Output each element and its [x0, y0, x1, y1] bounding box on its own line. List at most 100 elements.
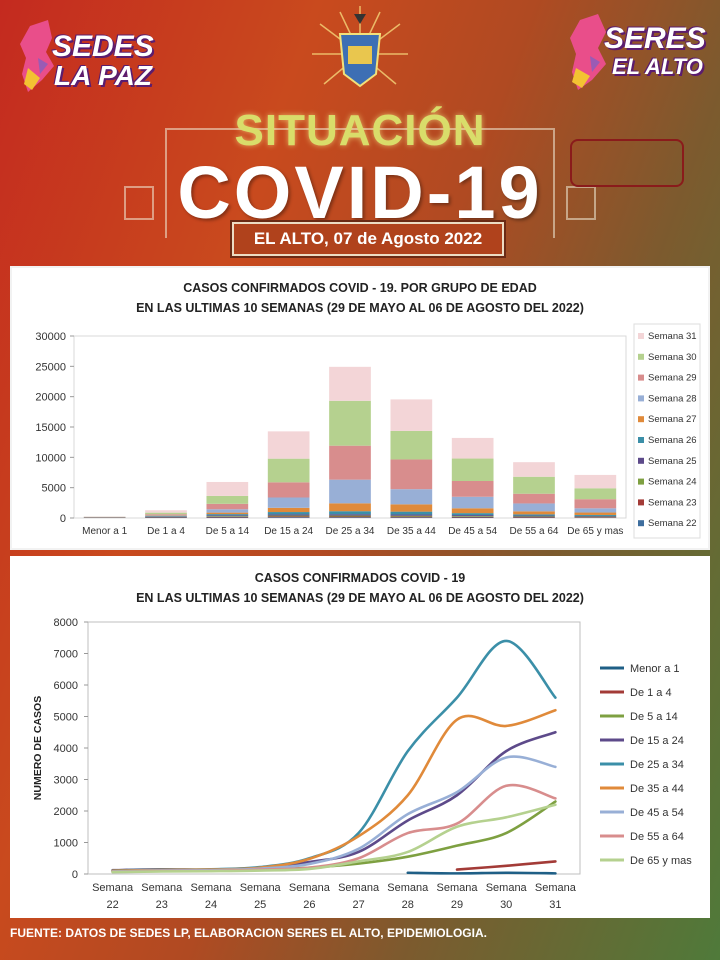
bar-segment	[574, 488, 617, 500]
legend-swatch	[638, 353, 644, 360]
bar-segment	[390, 430, 433, 460]
bar-segment	[267, 517, 310, 518]
series-line	[111, 800, 557, 873]
y-tick-label: 15000	[35, 422, 66, 434]
bar-segment	[267, 507, 310, 513]
y-tick-label: 1000	[54, 838, 78, 850]
bar-segment	[329, 516, 371, 518]
line-chart: 0 1000 2000 3000 4000 5000 6000 7000 8000 NUMERO …	[32, 617, 692, 911]
bar-segment	[574, 499, 617, 509]
bar-segment	[267, 512, 310, 515]
bar-segment	[206, 509, 249, 513]
x-tick-label: Menor a 1	[82, 526, 127, 537]
bar-segment	[206, 495, 249, 504]
bar-segment	[329, 479, 371, 504]
bar-segment	[267, 497, 310, 508]
bar-segment	[267, 458, 310, 483]
right-logo-line2: EL ALTO	[612, 54, 703, 79]
decorative-frame	[124, 186, 154, 220]
x-tick-label: Semana 30	[486, 882, 528, 911]
legend-swatch	[638, 437, 644, 443]
legend-label: Semana 29	[648, 373, 697, 384]
legend-label: Semana 23	[648, 497, 697, 508]
x-tick-label: De 25 a 34	[326, 526, 375, 537]
bar-segment	[513, 516, 555, 518]
y-tick-label: 8000	[54, 617, 78, 629]
bar-segment	[329, 445, 371, 480]
bar-segment	[329, 400, 371, 446]
bar-segment	[206, 516, 249, 518]
y-tick-label: 5000	[42, 483, 66, 495]
header: SEDES LA PAZ SERES EL ALTO SITUACIÓN COV…	[0, 0, 720, 262]
right-logo-line1: SERES	[604, 22, 706, 55]
legend-swatch	[638, 416, 644, 423]
bar-segment	[451, 515, 494, 517]
government-seal-icon	[310, 4, 410, 94]
legend-label: Semana 22	[648, 518, 697, 529]
x-tick-label: De 5 a 14	[206, 526, 250, 537]
bar-segment	[329, 511, 371, 515]
title-covid19: COVID-19	[177, 151, 543, 234]
bar-segment	[206, 503, 249, 510]
legend-swatch	[638, 333, 644, 339]
bar-segment	[206, 512, 249, 515]
bar-segment	[574, 516, 617, 518]
legend-label: De 45 a 54	[630, 807, 684, 819]
y-axis-label: NUMERO DE CASOS	[32, 696, 44, 800]
y-tick-label: 10000	[35, 452, 66, 464]
bar-segment	[145, 510, 187, 513]
x-tick-label: De 35 a 44	[387, 526, 436, 537]
y-tick-label: 5000	[54, 712, 78, 724]
legend-swatch	[638, 395, 644, 402]
bar-segment	[206, 514, 249, 516]
bar-segment	[267, 482, 310, 498]
bar-segment	[513, 476, 555, 494]
left-logo-line1: SEDES	[52, 30, 154, 63]
bar-segment	[513, 514, 555, 516]
legend-label: De 65 y mas	[630, 855, 692, 867]
x-tick-label: De 65 y mas	[567, 526, 623, 537]
bar-segment	[390, 489, 433, 505]
bar-segment	[390, 399, 433, 431]
legend-swatch	[638, 520, 644, 527]
line-chart-title-line2: EN LAS ULTIMAS 10 SEMANAS (29 DE MAYO AL…	[136, 591, 584, 605]
bar-segment	[451, 508, 494, 514]
series-line	[406, 871, 557, 875]
legend-label: Semana 27	[648, 414, 697, 425]
bar-segment	[206, 516, 249, 517]
x-tick-label: Semana 24	[191, 882, 233, 911]
bar-segment	[513, 503, 555, 512]
series-line	[111, 803, 557, 874]
bar-segment	[329, 514, 371, 516]
x-tick-label: Semana 27	[338, 882, 380, 911]
bar-segment	[451, 480, 494, 497]
x-tick-label: De 15 a 24	[264, 526, 313, 537]
bar-segment	[513, 515, 555, 517]
bar-segment	[267, 514, 310, 516]
y-tick-label: 3000	[54, 775, 78, 787]
bar-segment	[574, 515, 617, 517]
bar-segment	[329, 366, 371, 401]
map-silhouette-icon	[20, 20, 54, 92]
x-tick-label: De 45 a 54	[448, 526, 497, 537]
source-footer: FUENTE: DATOS DE SEDES LP, ELABORACION S…	[10, 926, 487, 940]
legend-label: Semana 25	[648, 456, 697, 467]
map-silhouette-icon	[570, 14, 606, 90]
legend-label: Semana 30	[648, 352, 697, 363]
legend-label: De 35 a 44	[630, 783, 684, 795]
bar-segment	[574, 508, 617, 513]
bar-segment	[574, 512, 617, 515]
bar-segment	[206, 517, 249, 518]
bar-segment	[574, 474, 617, 489]
legend-label: De 25 a 34	[630, 759, 684, 771]
bar-segment	[390, 511, 433, 515]
bar-segment	[451, 516, 494, 518]
bar-segment	[513, 511, 555, 515]
legend-label: Semana 24	[648, 477, 697, 488]
legend-swatch	[638, 457, 644, 464]
bar-segment	[451, 437, 494, 459]
legend-label: Menor a 1	[630, 663, 680, 675]
y-tick-label: 30000	[35, 331, 66, 343]
y-tick-label: 2000	[54, 806, 78, 818]
bar-segment	[513, 493, 555, 504]
